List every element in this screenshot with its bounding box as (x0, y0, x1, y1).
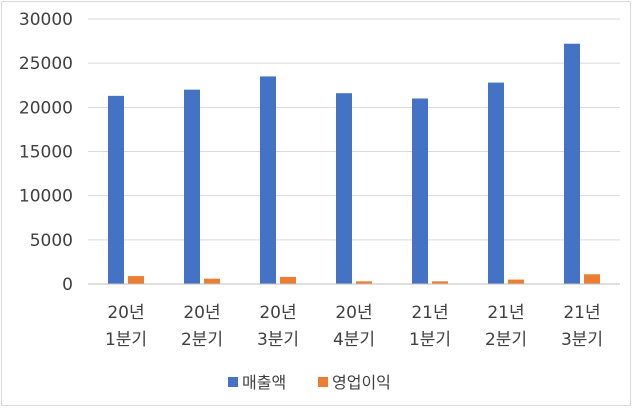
x-tick-label: 20년 (183, 303, 220, 323)
legend: 매출액 영업이익 (228, 373, 391, 392)
plot-bars (108, 43, 600, 285)
bar-operating-profit (204, 278, 220, 284)
bar-revenue (336, 93, 352, 284)
x-tick-label: 1분기 (409, 330, 451, 350)
x-axis: 20년 1분기 20년 2분기 20년 3분기 20년 4분기 21년 1분기 21년 2분기 21년 3… (88, 283, 620, 350)
legend-label-operating-profit: 영업이익 (332, 373, 391, 392)
x-tick-label: 3분기 (561, 330, 603, 350)
y-tick-label: 10000 (19, 187, 73, 207)
x-tick-label: 20년 (335, 303, 372, 323)
x-tick-label: 20년 (107, 303, 144, 323)
bar-revenue (184, 89, 200, 285)
bar-operating-profit (508, 279, 524, 284)
y-tick-label: 20000 (19, 98, 73, 118)
bar-operating-profit (280, 276, 296, 284)
bar-revenue (260, 76, 276, 285)
bar-revenue (108, 95, 124, 284)
x-tick-label: 2분기 (181, 330, 223, 350)
bar-revenue (564, 43, 580, 284)
bar-operating-profit (356, 281, 372, 284)
x-tick-label: 20년 (259, 303, 296, 323)
y-axis: 0 5000 10000 15000 20000 25000 30000 (19, 10, 73, 295)
x-tick-label: 21년 (563, 303, 600, 323)
x-tick-label: 2분기 (485, 330, 527, 350)
y-tick-label: 0 (62, 275, 73, 295)
bar-operating-profit (584, 274, 600, 284)
x-tick-label: 3분기 (257, 330, 299, 350)
y-tick-label: 15000 (19, 143, 73, 163)
x-tick-label: 4분기 (333, 330, 375, 350)
x-tick-label: 1분기 (105, 330, 147, 350)
y-tick-label: 25000 (19, 54, 73, 74)
legend-label-revenue: 매출액 (242, 373, 286, 392)
legend-swatch-operating-profit (318, 377, 328, 387)
gridlines (88, 18, 620, 241)
y-tick-label: 30000 (19, 10, 73, 30)
bar-operating-profit (128, 276, 144, 284)
bar-operating-profit (432, 281, 448, 284)
bar-revenue (412, 98, 428, 284)
x-tick-label: 21년 (411, 303, 448, 323)
legend-swatch-revenue (228, 377, 238, 387)
bar-revenue (488, 82, 504, 284)
y-tick-label: 5000 (30, 231, 73, 251)
x-tick-label: 21년 (487, 303, 524, 323)
